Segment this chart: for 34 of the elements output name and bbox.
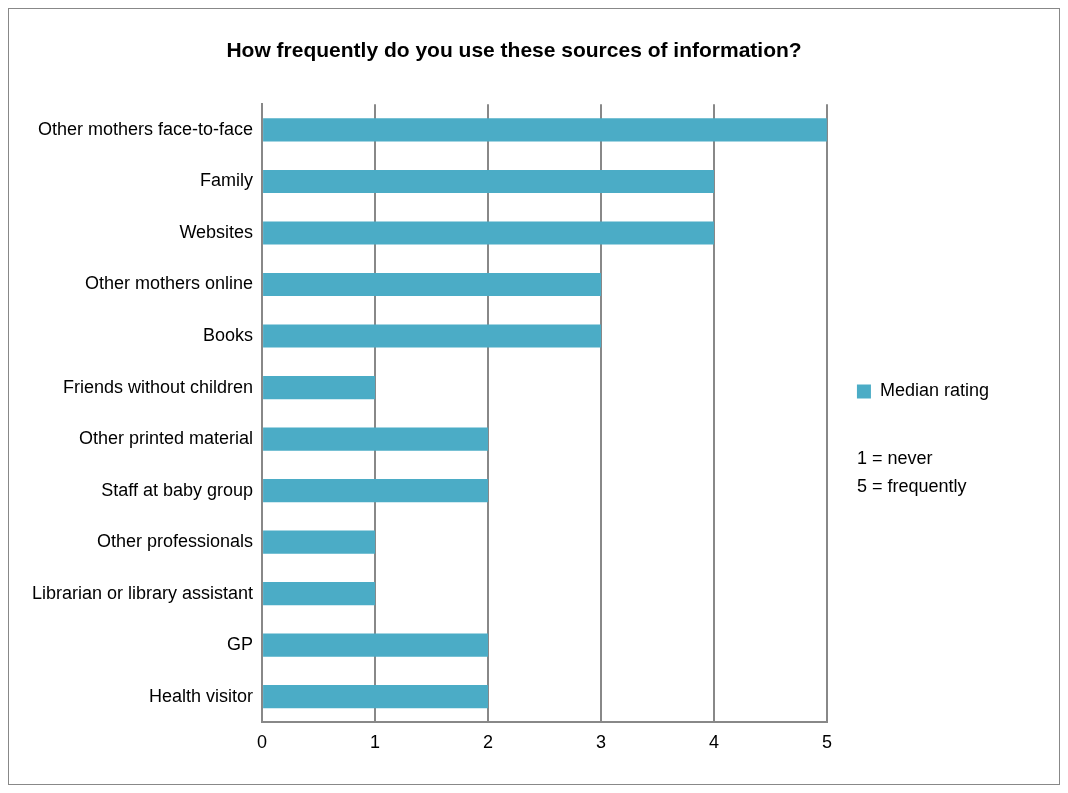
y-tick-label: Friends without children [63,376,254,397]
x-tick-label: 5 [821,732,832,753]
bar [263,478,489,503]
y-tick-label: Books [203,324,254,345]
y-tick-label: Librarian or library assistant [32,582,254,603]
chart-title: How frequently do you use these sources of information? [226,38,802,62]
y-tick-label: GP [227,634,254,655]
bar [263,118,827,142]
y-tick-label: Other printed material [79,428,254,449]
text: 5 = frequently [856,476,967,497]
y-tick-label: Other mothers online [85,273,254,294]
y-tick-label: Other mothers face-to-face [38,118,254,139]
bar [263,685,489,709]
x-tick-label: 4 [708,732,719,753]
y-tick-label: Health visitor [149,685,254,706]
bar [263,375,376,400]
y-tick-label: Other professionals [97,531,254,552]
bar [263,324,601,348]
bar [263,221,714,245]
bar [263,530,376,554]
bar [263,582,376,606]
x-tick-label: 2 [483,732,494,753]
bar [263,272,601,297]
bar [263,169,714,194]
text: 1 = never [856,448,933,469]
legend-label: Median rating [879,380,990,401]
bar [263,633,489,657]
x-tick-label: 1 [370,732,381,753]
y-tick-label: Staff at baby group [101,479,254,500]
y-tick-label: Family [200,170,254,191]
y-tick-label: Websites [179,221,254,242]
x-tick-label: 3 [595,732,607,753]
bar [263,427,489,451]
x-tick-label: 0 [257,732,268,753]
